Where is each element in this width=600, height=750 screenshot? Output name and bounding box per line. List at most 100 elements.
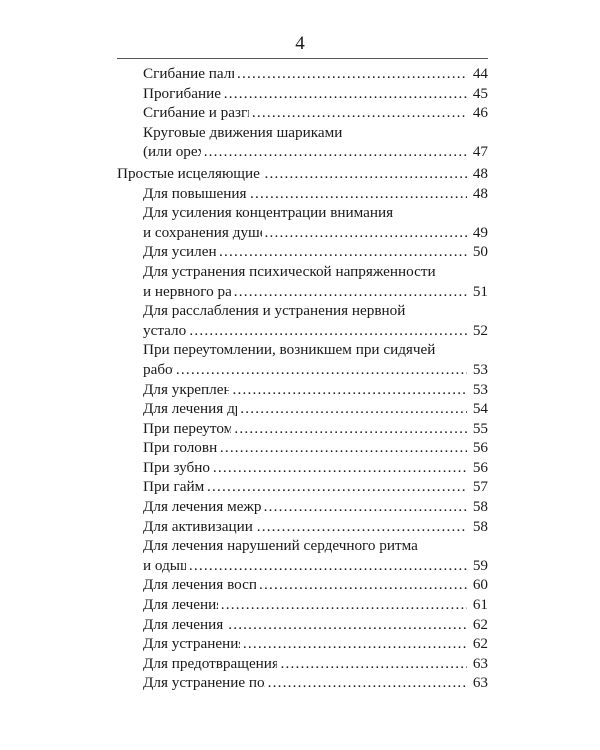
toc-entry[interactable]: Для лечения межреберной невралгии 58 bbox=[117, 497, 488, 517]
toc-entry-title: При переутомлении, возникшем при сидячей bbox=[143, 341, 436, 359]
toc-entry-title: Прогибание пальцев bbox=[143, 84, 221, 102]
dot-leader bbox=[213, 458, 467, 478]
dot-leader bbox=[280, 654, 467, 674]
toc-entry[interactable]: При переутомлении, возникшем при сидячей… bbox=[117, 340, 488, 379]
toc-entry-title: Для лечения дрожания рук bbox=[143, 400, 237, 418]
table-of-contents: Сгибание пальцев вперед 44 Прогибание паль… bbox=[117, 64, 488, 693]
toc-entry-line: Для повышения выносливости 48 bbox=[143, 184, 488, 204]
dot-leader bbox=[189, 556, 467, 576]
toc-entry-title: и одышки bbox=[143, 556, 186, 574]
dot-leader bbox=[265, 164, 467, 184]
toc-entry-line: Для расслабления и устранения нервной bbox=[143, 301, 488, 321]
toc-entry-title: Для лечения воспаления миндалин bbox=[143, 576, 256, 594]
toc-page-number: 48 bbox=[472, 164, 488, 182]
toc-page-number: 54 bbox=[472, 400, 488, 418]
toc-entry-line: и сохранения душевного спокойствия 49 bbox=[143, 223, 488, 243]
toc-entry-title: Для предотвращения укачивания в транспор… bbox=[143, 654, 278, 672]
toc-entry-line: Сгибание пальцев вперед 44 bbox=[143, 64, 488, 84]
toc-entry-title: При головной боли bbox=[143, 439, 217, 457]
toc-entry-title: Для устранение похмельного синдрома bbox=[143, 674, 265, 692]
toc-entry[interactable]: При гайморите 57 bbox=[117, 477, 488, 497]
toc-page-number: 46 bbox=[472, 104, 488, 122]
toc-entry-title: (или орехами) bbox=[143, 143, 201, 161]
toc-entry-title: Сгибание пальцев вперед bbox=[143, 65, 234, 82]
toc-entry[interactable]: Прогибание пальцев 45 bbox=[117, 84, 488, 104]
toc-page-number: 56 bbox=[472, 458, 488, 476]
toc-page-number: 44 bbox=[472, 65, 488, 82]
toc-entry[interactable]: Для предотвращения укачивания в транспор… bbox=[117, 654, 488, 674]
dot-leader bbox=[265, 223, 467, 243]
toc-entry[interactable]: Для лечения воспаления миндалин 60 bbox=[117, 575, 488, 595]
toc-entry-title: и нервного раздражения bbox=[143, 282, 231, 300]
toc-page-number: 63 bbox=[472, 654, 488, 672]
toc-entry[interactable]: Круговые движения шариками (или орехами) 4… bbox=[117, 123, 488, 162]
toc-page-number: 58 bbox=[472, 517, 488, 535]
dot-leader bbox=[264, 497, 467, 517]
toc-entry[interactable]: Для устранения потливости 62 bbox=[117, 634, 488, 654]
toc-page-number: 53 bbox=[472, 360, 488, 378]
toc-page-number: 47 bbox=[472, 143, 488, 161]
dot-leader bbox=[240, 399, 467, 419]
toc-page-number: 45 bbox=[472, 84, 488, 102]
toc-entry-title: Для усиления концентрации внимания bbox=[143, 204, 394, 222]
dot-leader bbox=[219, 242, 467, 262]
toc-entry[interactable]: Для лечения нарушений сердечного ритма и … bbox=[117, 536, 488, 575]
toc-entry[interactable]: При головной боли 56 bbox=[117, 438, 488, 458]
page-number: 4 bbox=[295, 33, 305, 54]
toc-entry-line: Прогибание пальцев 45 bbox=[143, 84, 488, 104]
toc-entry[interactable]: Для устранения психической напряженности… bbox=[117, 262, 488, 301]
toc-entry[interactable]: Сгибание и разгибание пальцев 46 bbox=[117, 103, 488, 123]
toc-entry[interactable]: Для лечения геморроя 62 bbox=[117, 615, 488, 635]
toc-entry[interactable]: Для лечения дрожания рук 54 bbox=[117, 399, 488, 419]
toc-entry-title: усталости bbox=[143, 321, 187, 339]
toc-page-number: 51 bbox=[472, 282, 488, 300]
toc-entry[interactable]: Сгибание пальцев вперед 44 bbox=[117, 64, 488, 84]
toc-entry-title: Круговые движения шариками bbox=[143, 123, 343, 141]
toc-entry-title: Для расслабления и устранения нервной bbox=[143, 302, 406, 320]
toc-entry[interactable]: При переутомлении глаз 55 bbox=[117, 419, 488, 439]
toc-entry-line: Для лечения запора 61 bbox=[143, 595, 488, 615]
toc-page-number: 48 bbox=[472, 184, 488, 202]
toc-entry-title: Сгибание и разгибание пальцев bbox=[143, 104, 249, 122]
toc-entry-title: Для лечения межреберной невралгии bbox=[143, 498, 261, 516]
toc-page-number: 56 bbox=[472, 439, 488, 457]
toc-entry-title: Для устранения психической напряженности bbox=[143, 262, 436, 280]
toc-entry-line: Сгибание и разгибание пальцев 46 bbox=[143, 103, 488, 123]
dot-leader bbox=[257, 517, 467, 537]
dot-leader bbox=[268, 673, 467, 693]
dot-leader bbox=[234, 419, 467, 439]
dot-leader bbox=[232, 380, 467, 400]
toc-section-entry[interactable]: Простые исцеляющие пальцевые упражнения 4… bbox=[117, 164, 488, 184]
toc-entry[interactable]: Для укрепления памяти 53 bbox=[117, 380, 488, 400]
toc-entry[interactable]: Для устранение похмельного синдрома 63 bbox=[117, 673, 488, 693]
toc-page-number: 52 bbox=[472, 321, 488, 339]
toc-entry[interactable]: Для лечения запора 61 bbox=[117, 595, 488, 615]
toc-entry[interactable]: Для усиления воли 50 bbox=[117, 242, 488, 262]
toc-entry[interactable]: Для расслабления и устранения нервной уст… bbox=[117, 301, 488, 340]
dot-leader bbox=[220, 438, 467, 458]
toc-page-number: 53 bbox=[472, 380, 488, 398]
toc-entry-line: Для лечения геморроя 62 bbox=[143, 615, 488, 635]
toc-page-number: 58 bbox=[472, 498, 488, 516]
toc-page-number: 61 bbox=[472, 596, 488, 614]
toc-entry-line: (или орехами) 47 bbox=[143, 142, 488, 162]
toc-entry-line: Для предотвращения укачивания в транспор… bbox=[143, 654, 488, 674]
toc-entry[interactable]: Для усиления концентрации внимания и сохр… bbox=[117, 203, 488, 242]
dot-leader bbox=[228, 615, 467, 635]
toc-entry[interactable]: При зубной боли 56 bbox=[117, 458, 488, 478]
toc-entry-title: Простые исцеляющие пальцевые упражнения bbox=[117, 164, 262, 182]
toc-entry-line: При переутомлении, возникшем при сидячей bbox=[143, 340, 488, 360]
toc-entry-line: При гайморите 57 bbox=[143, 477, 488, 497]
dot-leader bbox=[252, 103, 467, 123]
toc-entry-title: Для лечения запора bbox=[143, 596, 218, 614]
header-rule bbox=[117, 58, 488, 59]
dot-leader bbox=[189, 321, 467, 341]
toc-entry-line: При головной боли 56 bbox=[143, 438, 488, 458]
toc-entry-title: Для лечения нарушений сердечного ритма bbox=[143, 537, 418, 555]
toc-entry[interactable]: Для активизации функции печени 58 bbox=[117, 517, 488, 537]
toc-entry-title: При переутомлении глаз bbox=[143, 419, 232, 437]
toc-entry-title: Для лечения геморроя bbox=[143, 615, 225, 633]
dot-leader bbox=[221, 595, 467, 615]
toc-entry[interactable]: Для повышения выносливости 48 bbox=[117, 184, 488, 204]
dot-leader bbox=[234, 282, 467, 302]
